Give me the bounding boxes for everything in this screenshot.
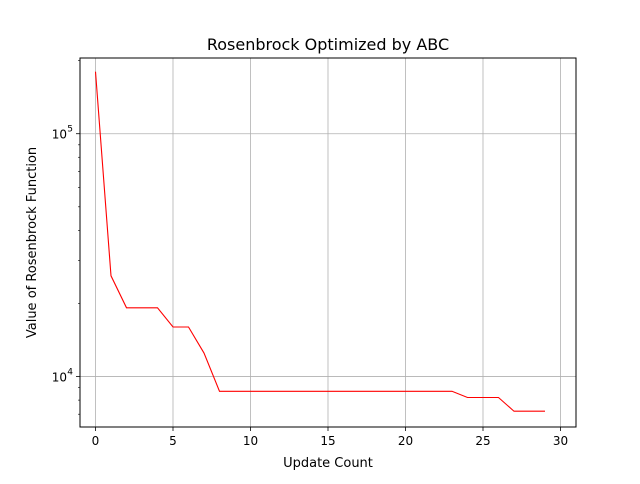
y-tick-exponent: 5 (67, 125, 73, 135)
x-tick-label: 5 (169, 434, 177, 448)
series-layer (94, 71, 545, 412)
y-axis-label: Value of Rosenbrock Function (25, 147, 40, 338)
grid-lines (80, 58, 576, 427)
y-tick-label: 105 (52, 125, 73, 142)
x-tick-label: 20 (398, 434, 413, 448)
x-tick-label: 10 (243, 434, 258, 448)
x-tick-label: 25 (475, 434, 490, 448)
y-tick-label: 104 (52, 368, 74, 385)
y-tick-base: 10 (52, 128, 67, 142)
x-tick-label: 0 (92, 434, 100, 448)
y-tick-exponent: 4 (67, 368, 73, 378)
x-axis: 0 5 10 15 20 25 30 (92, 427, 568, 448)
x-tick-label: 30 (553, 434, 568, 448)
series-line (94, 71, 545, 412)
x-tick-label: 15 (320, 434, 335, 448)
x-axis-label: Update Count (283, 456, 373, 471)
chart-title: Rosenbrock Optimized by ABC (207, 35, 449, 54)
y-tick-base: 10 (52, 371, 67, 385)
